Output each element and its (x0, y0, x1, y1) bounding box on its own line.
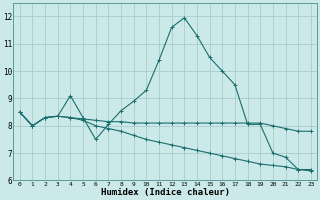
X-axis label: Humidex (Indice chaleur): Humidex (Indice chaleur) (101, 188, 230, 197)
